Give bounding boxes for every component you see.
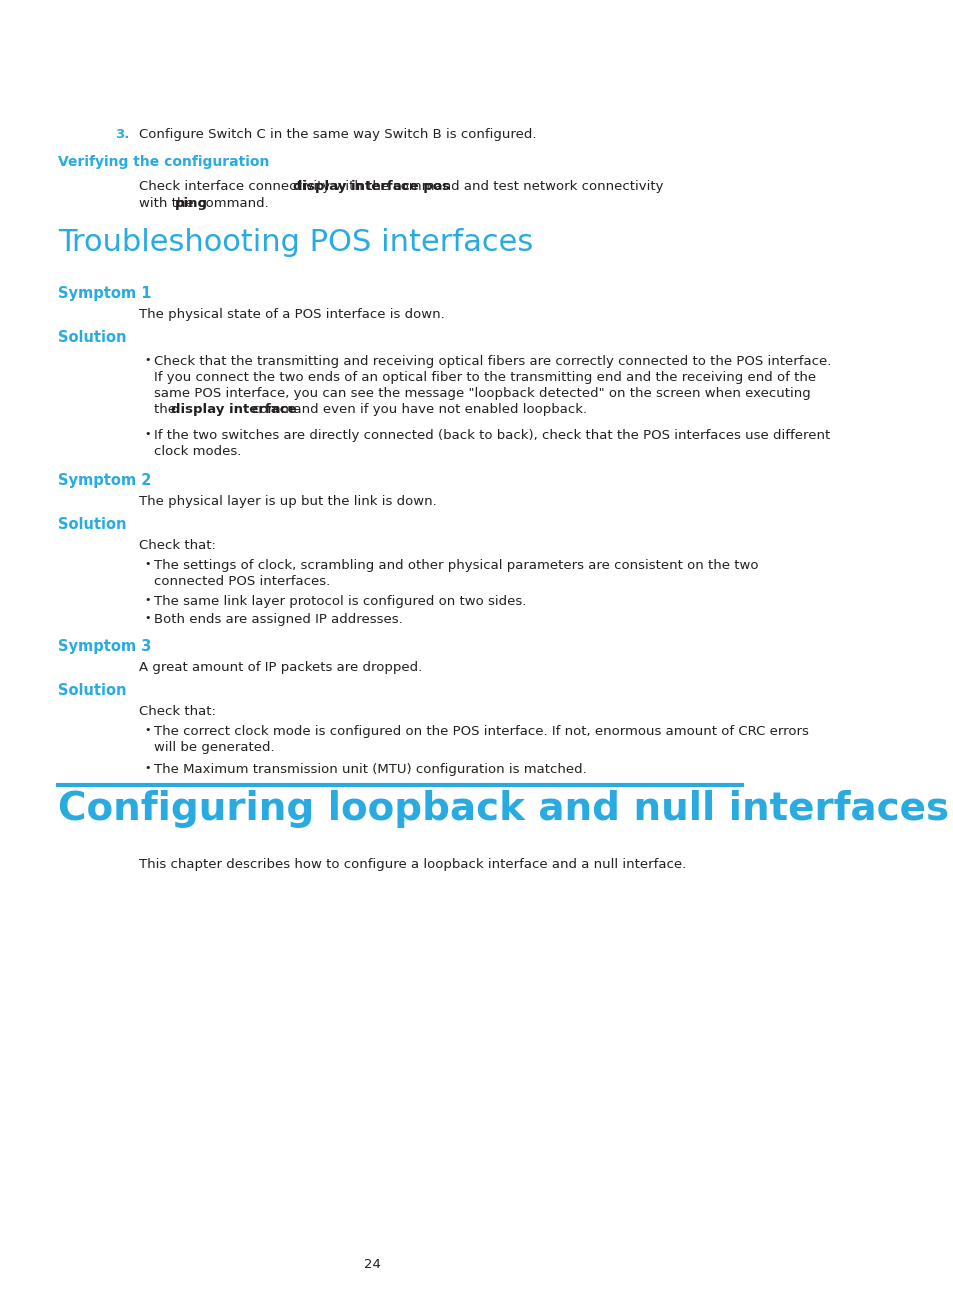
Text: Solution: Solution <box>58 517 127 531</box>
Text: Both ends are assigned IP addresses.: Both ends are assigned IP addresses. <box>154 613 403 626</box>
Text: •: • <box>144 613 151 623</box>
Text: The physical layer is up but the link is down.: The physical layer is up but the link is… <box>139 495 436 508</box>
Text: Check that the transmitting and receiving optical fibers are correctly connected: Check that the transmitting and receivin… <box>154 355 831 368</box>
Text: 3.: 3. <box>114 128 129 141</box>
Text: If you connect the two ends of an optical fiber to the transmitting end and the : If you connect the two ends of an optica… <box>154 371 816 384</box>
Text: The Maximum transmission unit (MTU) configuration is matched.: The Maximum transmission unit (MTU) conf… <box>154 763 586 776</box>
Text: with the: with the <box>139 197 197 210</box>
Text: Solution: Solution <box>58 330 127 345</box>
Text: •: • <box>144 559 151 569</box>
Text: •: • <box>144 355 151 365</box>
Text: A great amount of IP packets are dropped.: A great amount of IP packets are dropped… <box>139 661 421 674</box>
Text: The same link layer protocol is configured on two sides.: The same link layer protocol is configur… <box>154 595 526 608</box>
Text: Verifying the configuration: Verifying the configuration <box>58 156 270 168</box>
Text: •: • <box>144 763 151 772</box>
Text: Symptom 3: Symptom 3 <box>58 639 152 654</box>
Text: same POS interface, you can see the message "loopback detected" on the screen wh: same POS interface, you can see the mess… <box>154 388 810 400</box>
Text: Check that:: Check that: <box>139 539 215 552</box>
Text: display interface: display interface <box>171 403 296 416</box>
Text: If the two switches are directly connected (back to back), check that the POS in: If the two switches are directly connect… <box>154 429 830 442</box>
Text: Configuring loopback and null interfaces: Configuring loopback and null interfaces <box>58 791 948 828</box>
Text: Solution: Solution <box>58 683 127 699</box>
Text: ping: ping <box>175 197 208 210</box>
Text: •: • <box>144 595 151 605</box>
Text: This chapter describes how to configure a loopback interface and a null interfac: This chapter describes how to configure … <box>139 858 685 871</box>
Text: The correct clock mode is configured on the POS interface. If not, enormous amou: The correct clock mode is configured on … <box>154 724 808 737</box>
Text: Troubleshooting POS interfaces: Troubleshooting POS interfaces <box>58 228 533 257</box>
Text: Symptom 1: Symptom 1 <box>58 286 152 301</box>
Text: command even if you have not enabled loopback.: command even if you have not enabled loo… <box>248 403 587 416</box>
Text: will be generated.: will be generated. <box>154 741 274 754</box>
Text: •: • <box>144 429 151 439</box>
Text: The settings of clock, scrambling and other physical parameters are consistent o: The settings of clock, scrambling and ot… <box>154 559 759 572</box>
Text: •: • <box>144 724 151 735</box>
Text: clock modes.: clock modes. <box>154 445 241 457</box>
Text: the: the <box>154 403 180 416</box>
Text: 24: 24 <box>363 1258 380 1271</box>
Text: Symptom 2: Symptom 2 <box>58 473 152 489</box>
Text: display interface pos: display interface pos <box>293 180 450 193</box>
Text: command.: command. <box>193 197 268 210</box>
Text: Configure Switch C in the same way Switch B is configured.: Configure Switch C in the same way Switc… <box>139 128 536 141</box>
Text: Check interface connectivity with the: Check interface connectivity with the <box>139 180 393 193</box>
Text: The physical state of a POS interface is down.: The physical state of a POS interface is… <box>139 308 444 321</box>
Text: command and test network connectivity: command and test network connectivity <box>389 180 662 193</box>
Text: connected POS interfaces.: connected POS interfaces. <box>154 575 331 588</box>
Text: Check that:: Check that: <box>139 705 215 718</box>
